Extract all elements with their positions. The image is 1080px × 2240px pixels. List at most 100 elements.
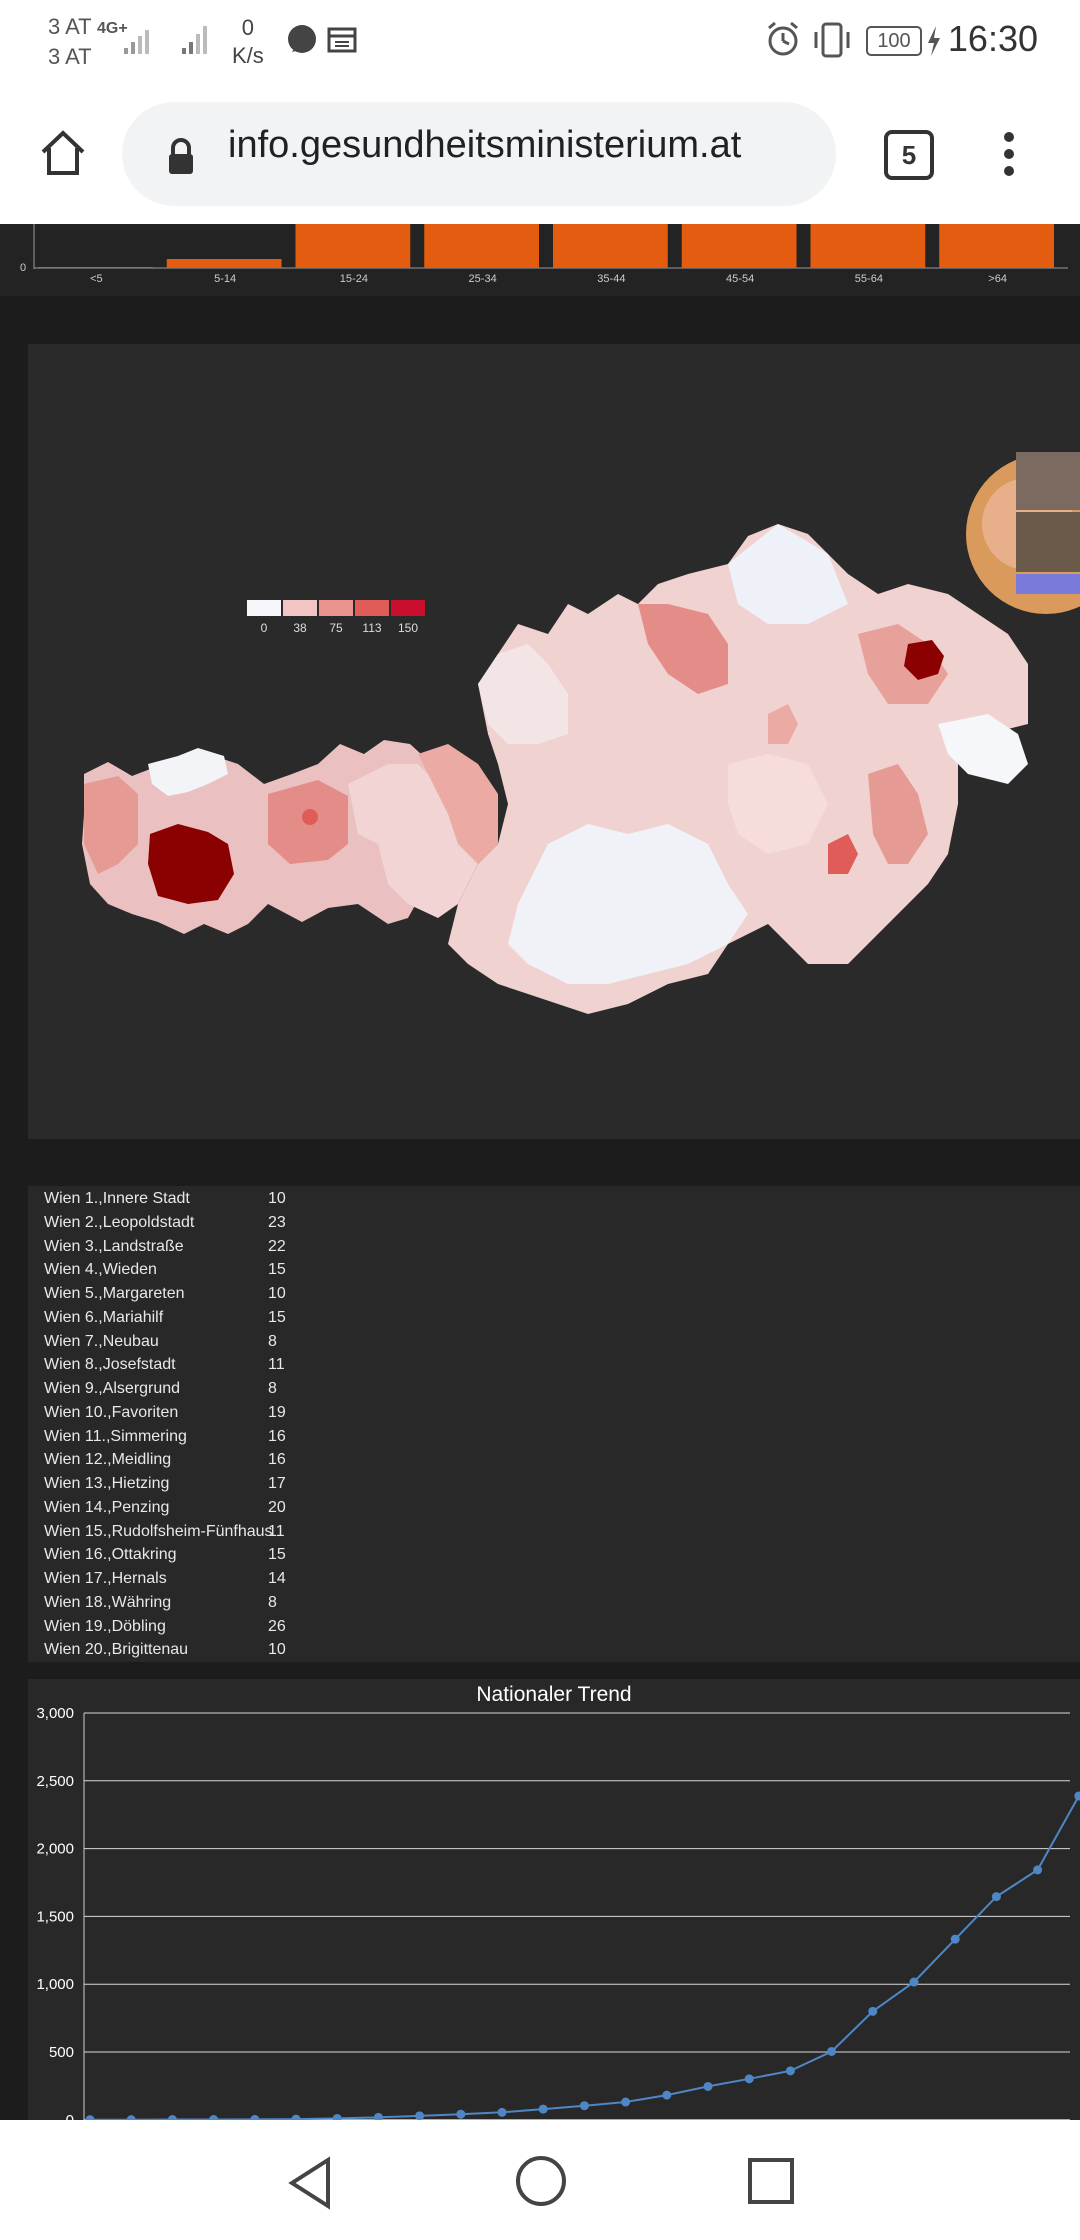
url-text[interactable]: info.gesundheitsministerium.at [228,124,742,166]
trend-data-point[interactable] [250,2114,260,2120]
trend-data-point[interactable] [415,2111,425,2120]
district-list: Wien 1.,Innere Stadt 10 Wien 2.,Leopoldsta… [28,1186,1080,1662]
trend-data-point[interactable] [167,2115,177,2120]
address-bar[interactable] [122,102,836,206]
district-name: Wien 17.,Hernals [44,1570,167,1587]
recents-icon[interactable] [746,2156,796,2206]
trend-data-point[interactable] [1074,1791,1080,1801]
national-trend-panel: Nationaler Trend 0 500 1,000 1,500 2,000 2,50… [28,1679,1080,2120]
district-value: 22 [268,1237,286,1255]
austria-choropleth-map[interactable]: 0 38 75 113 150 [28,344,1080,1139]
trend-data-point[interactable] [579,2101,589,2111]
trend-data-point[interactable] [991,1892,1001,1902]
home-nav-icon[interactable] [514,2154,568,2208]
district-value: 16 [268,1427,286,1445]
district-name: Wien 19.,Döbling [44,1617,166,1635]
trend-data-point[interactable] [785,2066,795,2076]
trend-data-point[interactable] [538,2104,548,2114]
trend-data-point[interactable] [662,2090,672,2100]
age-bar [38,267,153,268]
legend-label: 150 [398,621,418,635]
trend-data-point[interactable] [868,2006,878,2016]
trend-data-point[interactable] [209,2115,219,2120]
district-value: 11 [268,1356,285,1374]
age-category-label: 15-24 [340,273,368,285]
tab-switcher-button[interactable]: 5 [884,130,934,180]
legend-label: 113 [362,621,381,635]
district-value: 11 [268,1522,285,1540]
district-name: Wien 15.,Rudolfsheim-Fünfhaus [44,1522,273,1540]
back-icon[interactable] [286,2156,336,2210]
trend-data-point[interactable] [373,2112,383,2120]
signal-icon [124,30,149,54]
news-icon [327,27,357,53]
trend-data-point[interactable] [621,2097,631,2107]
age-bar [939,224,1054,268]
age-category-label: >64 [988,273,1007,285]
trend-data-point[interactable] [703,2081,713,2091]
trend-data-point[interactable] [950,1934,960,1944]
trend-series-line [90,1793,1080,2120]
clock: 16:30 [947,18,1038,59]
district-name: Wien 14.,Penzing [44,1498,170,1516]
district-value: 14 [268,1570,286,1587]
district-value: 15 [268,1546,286,1564]
y-tick-label: 500 [49,2044,74,2061]
district-value: 15 [268,1308,286,1326]
legend-swatch [283,600,317,616]
legend-swatch [319,600,353,616]
legend-label: 38 [293,621,307,635]
trend-data-point[interactable] [291,2114,301,2120]
video-call-bubble[interactable] [966,452,1080,614]
age-category-label: 55-64 [855,273,883,285]
trend-data-point[interactable] [497,2107,507,2117]
signal-icon-2 [182,26,207,54]
alarm-icon [768,21,798,56]
legend-label: 75 [329,621,343,635]
y-tick-label: 2,000 [36,1841,74,1858]
age-y-tick: 0 [20,262,26,274]
trend-data-point[interactable] [85,2115,95,2120]
map-legend: 0 38 75 113 150 [247,600,425,635]
home-icon[interactable] [38,128,88,178]
trend-data-point[interactable] [1033,1865,1043,1875]
region-landeck [148,824,234,904]
district-name: Wien 13.,Hietzing [44,1475,170,1492]
district-value: 16 [268,1451,286,1469]
y-tick-label: 1,500 [36,1908,74,1925]
district-name: Wien 7.,Neubau [44,1332,159,1350]
district-value: 26 [268,1617,286,1635]
page-content: 0 <5 5-14 15-24 25-34 35-44 45-54 55-64 >64 0 3… [0,224,1080,2120]
trend-data-point[interactable] [456,2109,466,2119]
district-value: 15 [268,1261,286,1279]
legend-swatch [247,600,281,616]
legend-swatch [391,600,425,616]
district-name: Wien 2.,Leopoldstadt [44,1213,195,1231]
district-name: Wien 16.,Ottakring [44,1546,177,1564]
trend-data-point[interactable] [909,1977,919,1987]
menu-kebab-icon[interactable] [994,130,1024,178]
android-nav-bar [0,2120,1080,2240]
district-name: Wien 11.,Simmering [44,1427,187,1445]
network-type: 4G+ [97,20,128,37]
lock-icon[interactable] [166,138,196,176]
district-name: Wien 10.,Favoriten [44,1403,179,1421]
trend-data-point[interactable] [126,2115,136,2120]
carrier-label: 3 AT 3 AT [48,14,92,69]
district-name: Wien 4.,Wieden [44,1261,157,1279]
trend-data-point[interactable] [744,2074,754,2084]
trend-data-point[interactable] [332,2113,342,2120]
chart-title: Nationaler Trend [476,1683,631,1706]
district-value: 10 [268,1641,286,1659]
district-value: 8 [268,1332,277,1350]
region-vienna [904,640,944,680]
district-value: 20 [268,1498,286,1516]
trend-data-point[interactable] [827,2046,837,2056]
age-bar [424,224,539,268]
age-bar [553,224,668,268]
chat-bubble-icon [288,25,316,53]
age-category-label: 5-14 [214,273,236,285]
district-value: 17 [268,1475,286,1492]
age-category-label: 35-44 [597,273,625,285]
district-value: 23 [268,1213,286,1231]
